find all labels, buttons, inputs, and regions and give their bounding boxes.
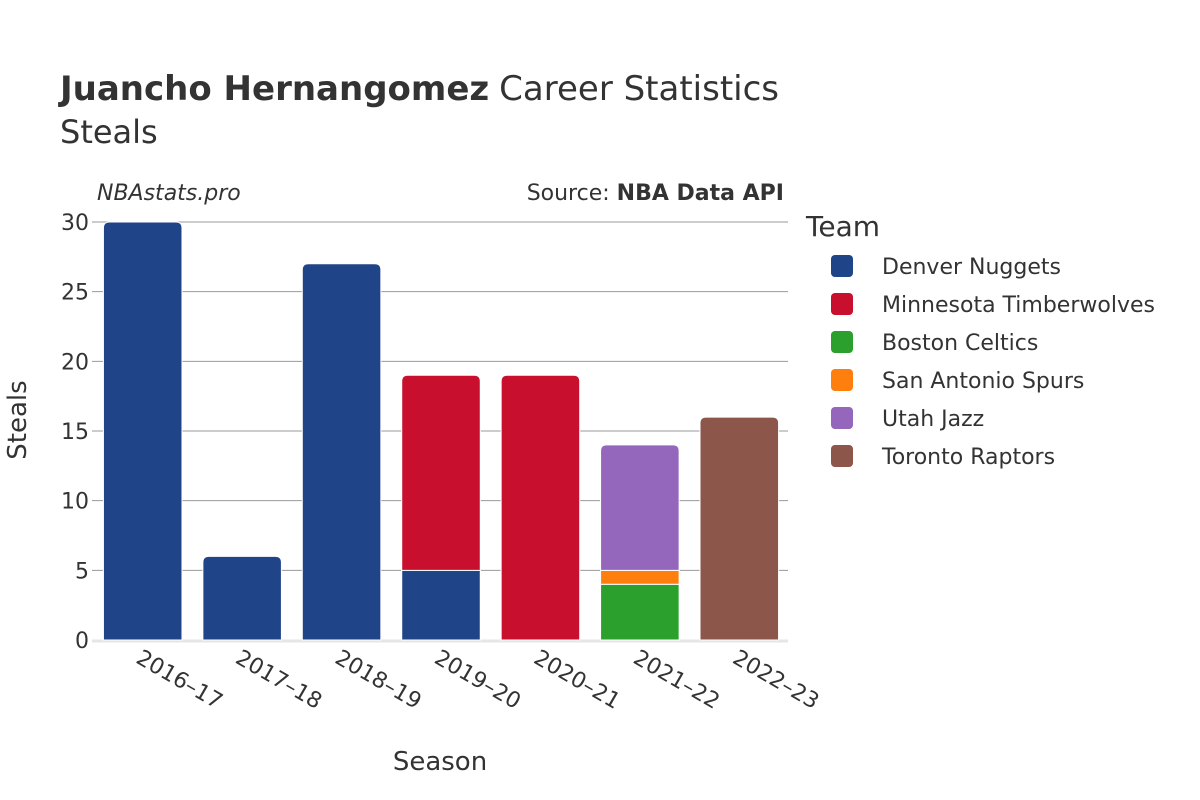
- legend-swatch: [831, 293, 853, 315]
- legend-swatch: [831, 255, 853, 277]
- legend-item[interactable]: Boston Celtics: [831, 331, 1038, 356]
- source-prefix: Source:: [527, 181, 617, 206]
- x-tick-label: 2017–18: [231, 646, 326, 715]
- legend-label: San Antonio Spurs: [882, 369, 1084, 394]
- legend-item[interactable]: San Antonio Spurs: [831, 369, 1084, 394]
- bar-segment[interactable]: [600, 444, 680, 571]
- bar-segment[interactable]: [600, 583, 680, 641]
- legend-label: Minnesota Timberwolves: [882, 293, 1155, 318]
- chart-title-player: Juancho Hernangomez: [58, 69, 489, 109]
- bar-segment[interactable]: [600, 569, 680, 585]
- x-tick-label: 2018–19: [331, 646, 426, 715]
- bar-segment[interactable]: [401, 374, 481, 571]
- y-tick-label: 25: [61, 281, 89, 306]
- source-label: Source: NBA Data API: [527, 181, 784, 206]
- chart-title: Juancho Hernangomez Career Statistics: [58, 69, 779, 109]
- source-name: NBA Data API: [617, 181, 784, 206]
- x-tick-label: 2022–23: [728, 646, 823, 715]
- legend-label: Utah Jazz: [882, 407, 984, 432]
- legend-swatch: [831, 445, 853, 467]
- legend-swatch: [831, 407, 853, 429]
- x-axis-label: Season: [393, 747, 487, 777]
- y-tick-label: 5: [75, 559, 89, 584]
- bars: [102, 221, 780, 641]
- legend: Team Denver Nuggets Minnesota Timberwolve…: [805, 210, 1155, 470]
- legend-item[interactable]: Toronto Raptors: [831, 445, 1055, 470]
- bar-segment[interactable]: [301, 263, 382, 641]
- chart-subtitle: Steals: [60, 113, 158, 151]
- legend-title: Team: [805, 210, 880, 243]
- legend-label: Denver Nuggets: [882, 255, 1061, 280]
- x-tick-label: 2020–21: [529, 646, 624, 715]
- x-axis-ticks: 2016–17 2017–18 2018–19 2019–20 2020–21 2021–…: [132, 646, 823, 715]
- y-tick-label: 10: [61, 490, 89, 515]
- chart-title-rest: Career Statistics: [499, 69, 779, 109]
- y-tick-label: 20: [61, 350, 89, 375]
- y-axis-label: Steals: [3, 380, 33, 459]
- y-tick-label: 15: [61, 420, 89, 445]
- bar-segment[interactable]: [202, 555, 282, 641]
- legend-label: Boston Celtics: [882, 331, 1038, 356]
- bar-segment[interactable]: [699, 416, 780, 641]
- x-tick-label: 2021–22: [629, 646, 724, 715]
- legend-label: Toronto Raptors: [881, 445, 1055, 470]
- watermark: NBAstats.pro: [97, 181, 241, 206]
- y-tick-label: 0: [75, 629, 89, 654]
- y-tick-label: 30: [61, 211, 89, 236]
- legend-swatch: [831, 369, 853, 391]
- bar-segment[interactable]: [401, 569, 481, 641]
- gridlines: [92, 221, 788, 643]
- x-tick-label: 2019–20: [430, 646, 525, 715]
- x-tick-label: 2016–17: [132, 646, 227, 715]
- legend-item[interactable]: Utah Jazz: [831, 407, 984, 432]
- legend-item[interactable]: Denver Nuggets: [831, 255, 1061, 280]
- y-axis-ticks: 0 5 10 15 20 25 30: [61, 211, 89, 654]
- legend-item[interactable]: Minnesota Timberwolves: [831, 293, 1155, 318]
- legend-swatch: [831, 331, 853, 353]
- bar-segment[interactable]: [102, 221, 183, 641]
- bar-segment[interactable]: [500, 374, 581, 641]
